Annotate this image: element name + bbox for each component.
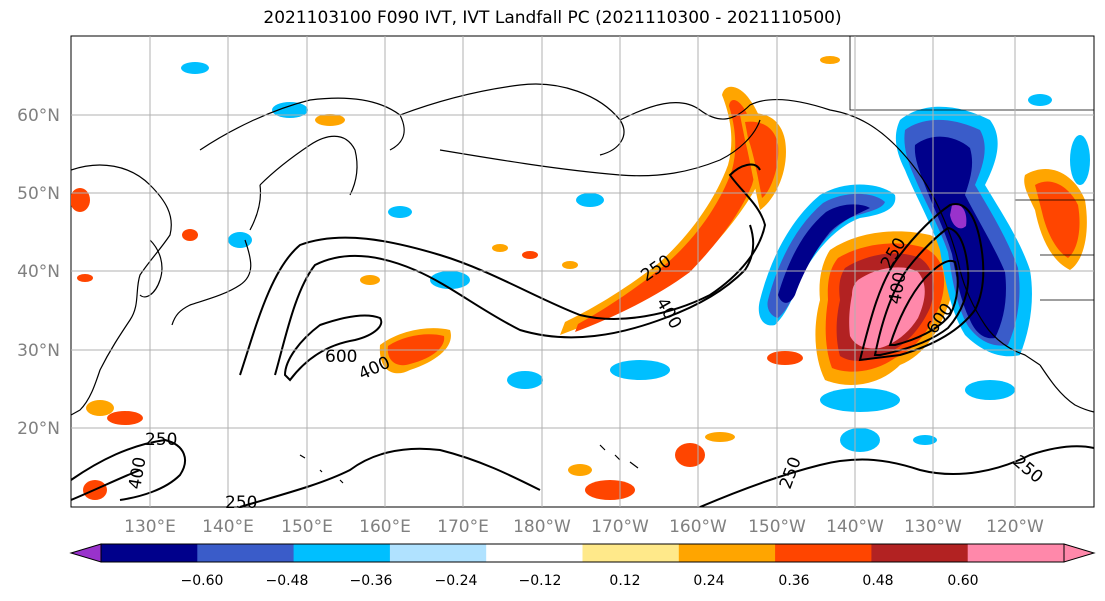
lat-tick-label: 60°N	[17, 106, 60, 126]
contour-400-main	[274, 224, 755, 376]
shade-blob	[1028, 94, 1052, 106]
shade-blob	[182, 229, 198, 241]
contour-250-east-south	[699, 445, 1094, 507]
colorbar-swatch	[486, 544, 583, 562]
shade-blob	[568, 464, 592, 476]
lon-tick-label: 170°E	[437, 517, 489, 537]
colorbar-tick-label: 0.60	[947, 573, 978, 589]
shade-blob	[562, 261, 578, 269]
colorbar-swatch	[967, 544, 1065, 562]
shade-blob	[820, 56, 840, 64]
shade-blob	[71, 188, 90, 212]
colorbar-tick-label: 0.12	[609, 573, 640, 589]
colorbar-swatch	[293, 544, 391, 562]
lon-tick-label: 140°W	[826, 517, 884, 537]
contour-250-main	[239, 163, 767, 376]
colorbar-extend-low	[69, 543, 102, 563]
shade-blob	[272, 102, 308, 118]
shade-blob	[965, 380, 1015, 400]
lat-tick-label: 40°N	[17, 262, 60, 282]
lat-tick-label: 50°N	[17, 184, 60, 204]
lon-tick-label: 160°E	[359, 517, 411, 537]
contour-250-se	[239, 447, 541, 507]
map-title: 2021103100 F090 IVT, IVT Landfall PC (20…	[263, 8, 842, 28]
shade-blob	[705, 432, 735, 442]
contour-label: 250	[225, 493, 257, 513]
shade-blob	[86, 400, 114, 416]
shade-blob	[522, 251, 538, 259]
shade-blob	[228, 232, 252, 248]
lon-tick-label: 180°W	[513, 517, 571, 537]
lon-tick-label: 160°W	[669, 517, 727, 537]
contour-600-west	[283, 314, 383, 382]
colorbar-swatch	[389, 544, 487, 562]
shade-blob	[430, 271, 470, 289]
colorbar-swatch	[197, 544, 295, 562]
contour-400-east	[873, 226, 970, 356]
colorbar-tick-label: −0.24	[435, 573, 478, 589]
gridlines	[71, 36, 1094, 507]
ivt-contours	[71, 163, 1094, 507]
shade-blob	[360, 275, 380, 285]
lat-tick-label: 20°N	[17, 419, 60, 439]
lon-tick-label: 150°W	[748, 517, 806, 537]
colorbar-swatch	[678, 544, 776, 562]
lon-tick-label: 140°E	[202, 517, 254, 537]
lon-tick-label: 170°W	[591, 517, 649, 537]
lon-tick-label: 130°E	[124, 517, 176, 537]
shade-blob	[675, 443, 705, 467]
colorbar-tick-label: 0.24	[693, 573, 724, 589]
shade-blob	[576, 193, 604, 207]
shade-blob	[388, 206, 412, 218]
lat-axis: 60°N 50°N 40°N 30°N 20°N	[17, 106, 60, 439]
lon-tick-label: 150°E	[281, 517, 333, 537]
lat-tick-label: 30°N	[17, 341, 60, 361]
colorbar-border	[100, 543, 1065, 563]
colorbar-tick-label: −0.48	[266, 573, 309, 589]
colorbar-swatch	[582, 544, 680, 562]
shade-blob	[820, 388, 900, 412]
shade-blob	[492, 244, 508, 252]
colorbar-tick-label: 0.48	[862, 573, 893, 589]
lon-tick-label: 120°W	[986, 517, 1044, 537]
colorbar: −0.60 −0.48 −0.36 −0.24 −0.12 0.12 0.24 …	[69, 543, 1096, 589]
colorbar-tick-label: −0.36	[350, 573, 393, 589]
contour-400-south	[71, 469, 141, 501]
lon-axis: 130°E 140°E 150°E 160°E 170°E 180°W 170°…	[124, 517, 1044, 537]
lon-tick-label: 130°W	[904, 517, 962, 537]
shade-blob	[507, 371, 543, 389]
shade-blob	[585, 480, 635, 500]
shade-blob	[1070, 135, 1090, 185]
colorbar-swatch	[775, 544, 872, 562]
shade-blob	[181, 62, 209, 74]
contour-label: 600	[325, 347, 357, 367]
shade-blob	[610, 360, 670, 380]
colorbar-swatch	[101, 544, 198, 562]
shade-blob	[767, 351, 803, 365]
contour-250-east	[858, 203, 985, 362]
shade-blob	[315, 114, 345, 126]
shade-blob	[107, 411, 143, 425]
contour-600-east	[888, 259, 959, 346]
shade-blob	[77, 274, 93, 282]
contour-250-south	[71, 438, 186, 501]
colorbar-tick-label: 0.36	[778, 573, 809, 589]
colorbar-tick-label: −0.12	[519, 573, 562, 589]
shade-blob	[913, 435, 937, 445]
colorbar-swatch	[871, 544, 969, 562]
colorbar-extend-high	[1063, 543, 1096, 563]
colorbar-tick-label: −0.60	[181, 573, 224, 589]
contour-label: 250	[145, 430, 177, 450]
shade-blob	[840, 428, 880, 452]
